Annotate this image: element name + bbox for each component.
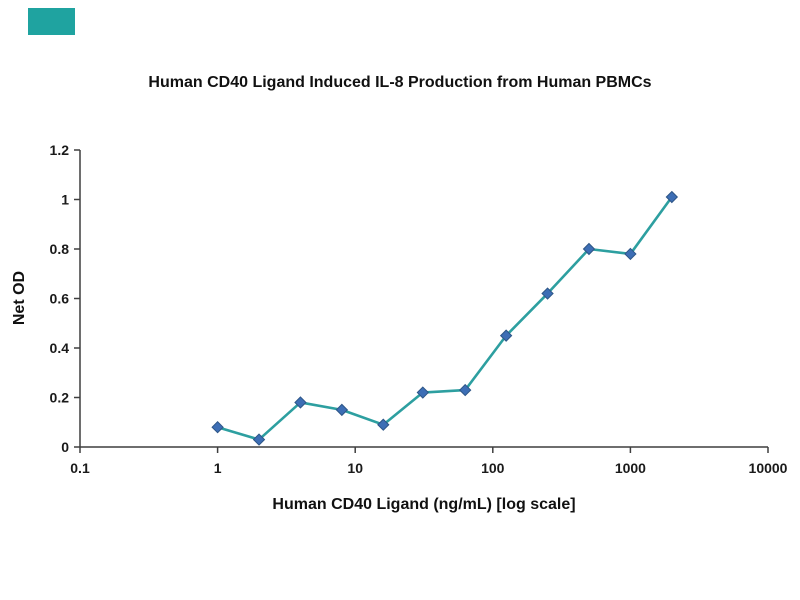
y-tick-label: 0.8 xyxy=(50,241,70,257)
x-tick-label: 1 xyxy=(214,460,222,476)
x-tick-label: 1000 xyxy=(615,460,646,476)
x-axis-title: Human CD40 Ligand (ng/mL) [log scale] xyxy=(272,496,576,513)
data-point-marker xyxy=(499,329,513,342)
data-point-marker xyxy=(582,242,596,256)
data-point-marker xyxy=(458,383,472,397)
data-point-marker xyxy=(377,418,390,431)
corner-decoration xyxy=(28,8,75,35)
y-tick-label: 0.2 xyxy=(50,390,70,406)
y-tick-label: 1 xyxy=(61,192,69,208)
data-point-marker xyxy=(665,190,679,204)
y-tick-label: 0 xyxy=(61,439,69,455)
y-tick-label: 1.2 xyxy=(50,142,70,158)
data-point-marker xyxy=(211,420,224,434)
data-point-marker xyxy=(294,396,307,409)
data-point-marker xyxy=(624,247,637,261)
chart-title: Human CD40 Ligand Induced IL-8 Productio… xyxy=(148,74,652,91)
data-point-marker xyxy=(541,287,554,300)
y-tick-label: 0.6 xyxy=(50,291,70,307)
x-tick-label: 100 xyxy=(481,460,505,476)
data-point-marker xyxy=(416,386,430,399)
x-tick-label: 10 xyxy=(347,460,363,476)
y-tick-label: 0.4 xyxy=(50,340,70,356)
data-point-marker xyxy=(335,403,349,417)
data-point-marker xyxy=(252,433,266,446)
x-tick-label: 10000 xyxy=(749,460,788,476)
series-line xyxy=(216,195,674,441)
x-tick-label: 0.1 xyxy=(70,460,90,476)
